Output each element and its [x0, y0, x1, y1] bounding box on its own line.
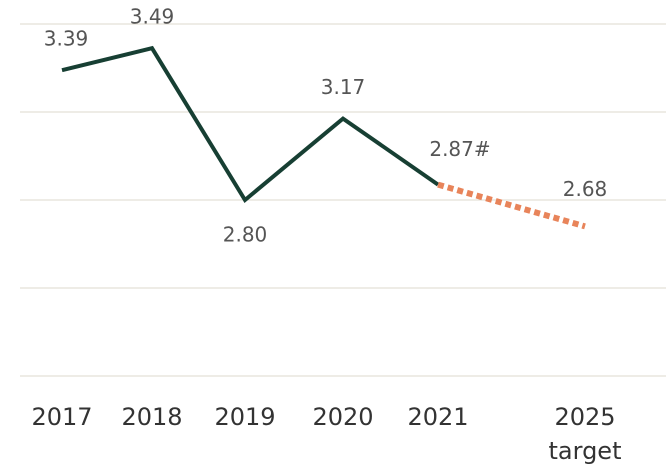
x-tick-label: 2018 [121, 403, 182, 431]
value-label: 2.80 [223, 223, 268, 247]
x-tick-label: 2021 [407, 403, 468, 431]
line [61, 45, 440, 204]
x-tick-label: 2020 [312, 403, 373, 431]
value-label: 3.49 [130, 5, 175, 29]
value-label: 3.17 [321, 75, 366, 99]
line [437, 181, 586, 230]
x-tick-label: 2019 [214, 403, 275, 431]
value-label: 2.87# [429, 137, 490, 161]
value-label: 2.68 [563, 177, 608, 201]
x-tick-label: 2025 target [549, 403, 622, 465]
x-tick-label: 2017 [31, 403, 92, 431]
value-label: 3.39 [44, 27, 89, 51]
